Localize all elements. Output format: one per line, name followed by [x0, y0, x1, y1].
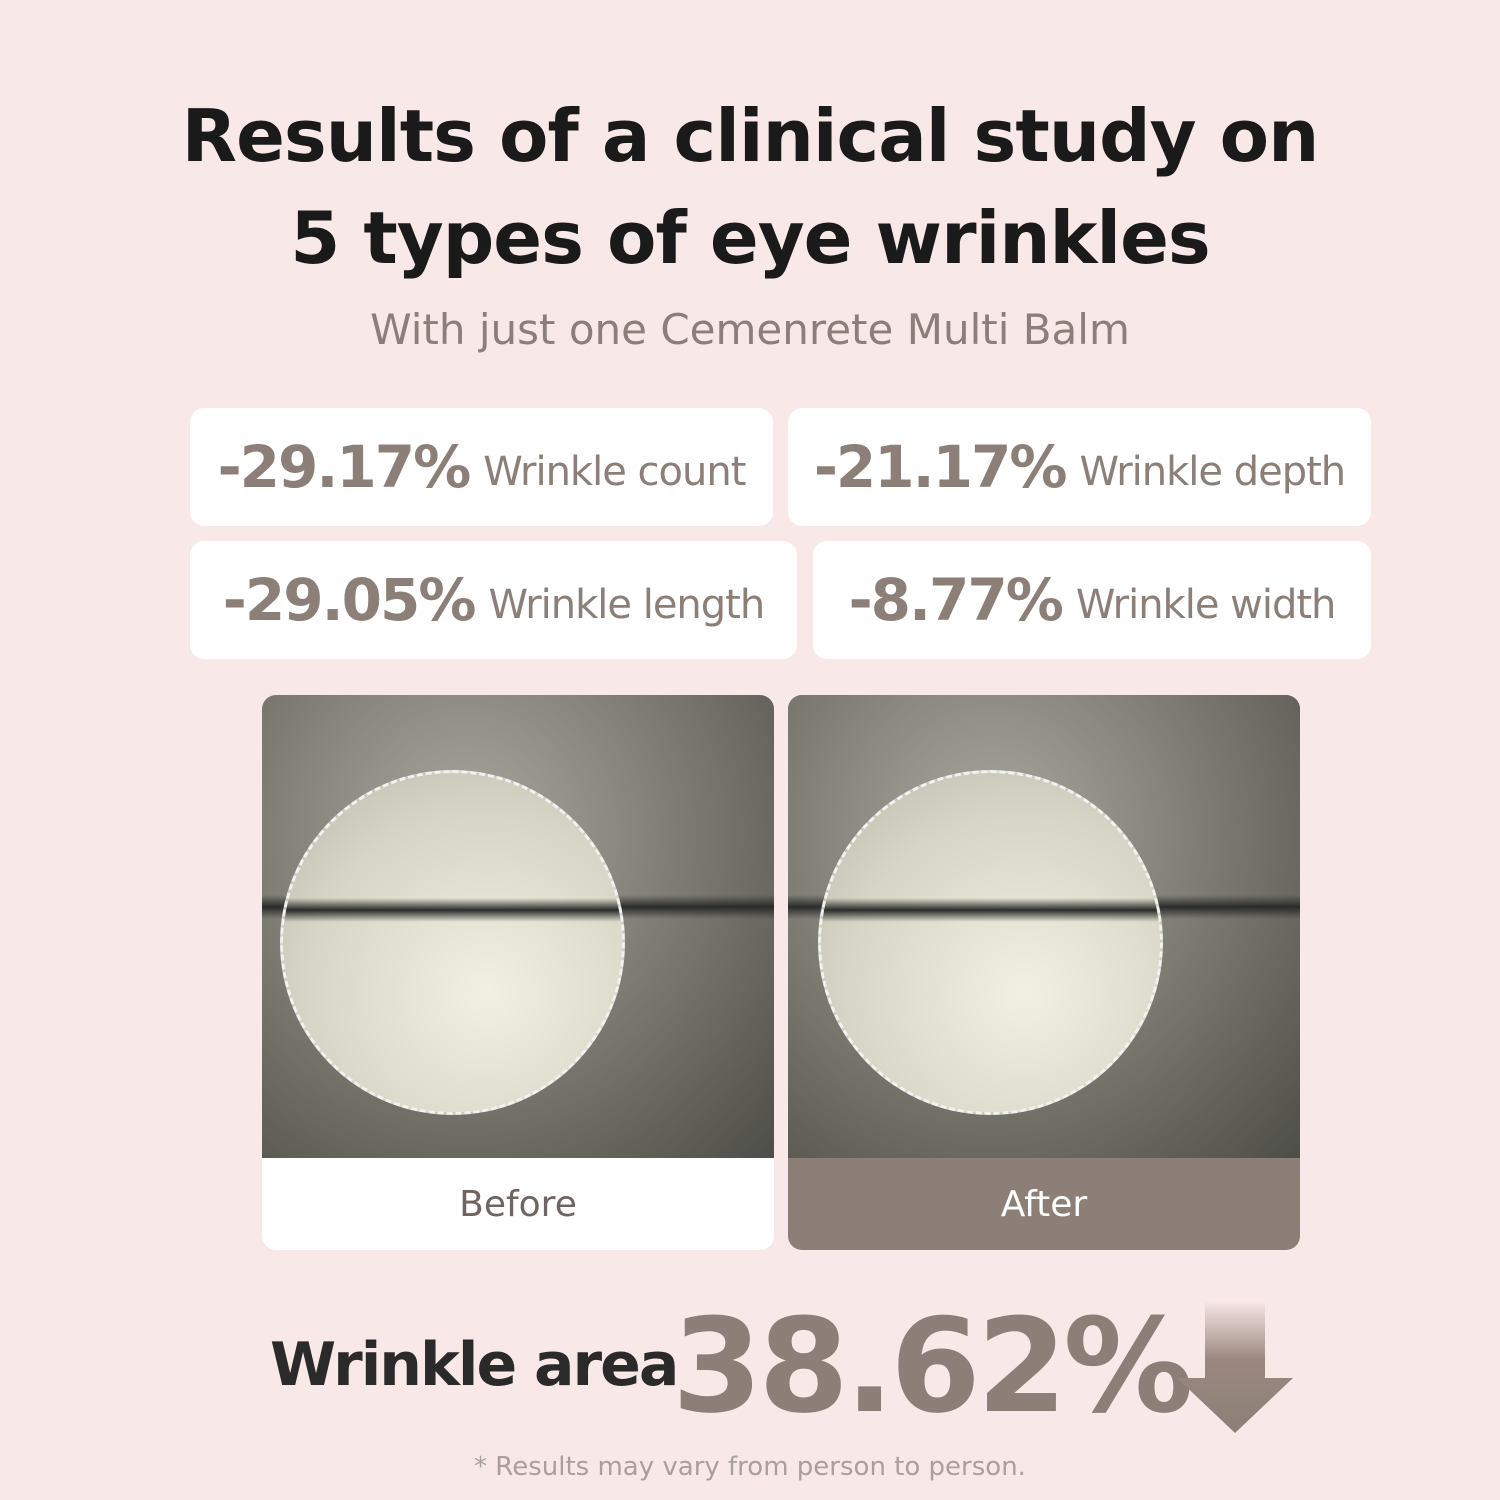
stat-value: -29.17%	[217, 433, 472, 501]
stat-value: -8.77%	[848, 566, 1064, 634]
stat-card-count: -29.17% Wrinkle count	[190, 408, 773, 526]
subtitle: With just one Cemenrete Multi Balm	[370, 305, 1130, 354]
after-photo-panel: After	[788, 695, 1300, 1250]
stat-card-depth: -21.17% Wrinkle depth	[788, 408, 1371, 526]
footnote: * Results may vary from person to person…	[474, 1452, 1026, 1482]
stat-card-width: -8.77% Wrinkle width	[813, 541, 1371, 659]
stat-label: Wrinkle width	[1075, 582, 1337, 628]
after-eye-image	[788, 695, 1300, 1158]
page-title: Results of a clinical study on 5 types o…	[0, 85, 1500, 289]
stat-card-length: -29.05% Wrinkle length	[190, 541, 797, 659]
stat-label: Wrinkle depth	[1079, 449, 1346, 495]
stat-label: Wrinkle count	[483, 449, 746, 495]
wrinkle-area-label: Wrinkle area	[270, 1330, 679, 1400]
zoom-circle	[280, 770, 625, 1115]
before-photo-panel: Before	[262, 695, 774, 1250]
after-caption: After	[1000, 1183, 1088, 1225]
wrinkle-area-value: 38.62%	[672, 1290, 1193, 1442]
arrow-down-icon	[1177, 1300, 1293, 1433]
title-line-1: Results of a clinical study on	[181, 94, 1320, 178]
before-caption: Before	[459, 1183, 577, 1225]
stat-value: -21.17%	[813, 433, 1068, 501]
stat-label: Wrinkle length	[488, 582, 765, 628]
before-eye-image	[262, 695, 774, 1158]
stat-value: -29.05%	[222, 566, 477, 634]
title-line-2: 5 types of eye wrinkles	[290, 196, 1211, 280]
zoom-circle	[818, 770, 1163, 1115]
